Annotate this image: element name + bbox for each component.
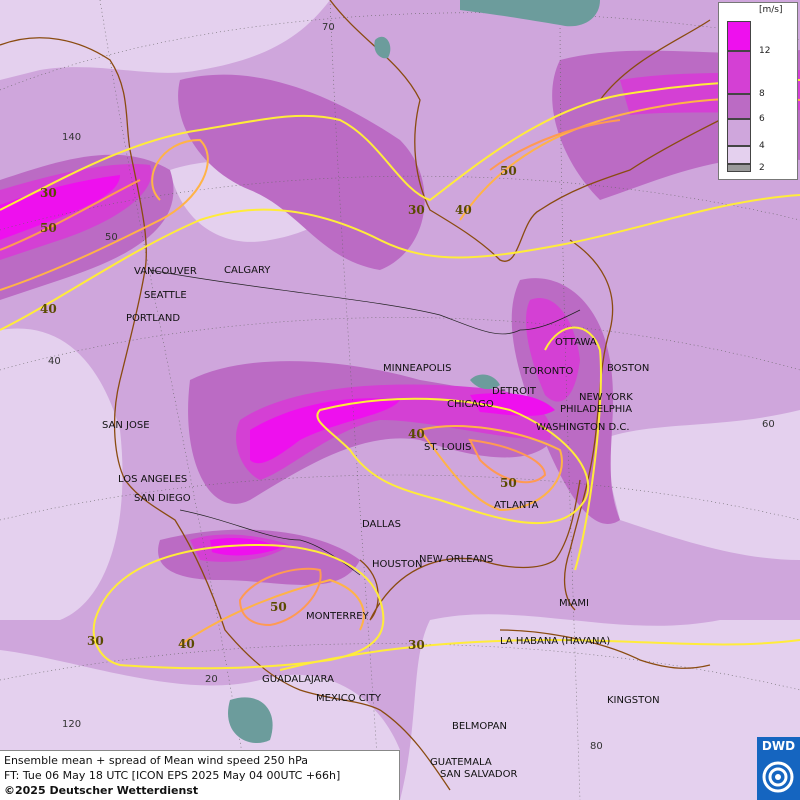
legend-unit: [m/s] (759, 5, 783, 15)
spread-area-max (250, 398, 400, 464)
legend-swatch (727, 21, 751, 51)
isotach-label: 30 (408, 638, 425, 652)
city-label: SAN DIEGO (134, 493, 191, 504)
city-label: PORTLAND (126, 313, 180, 324)
city-label: MIAMI (559, 598, 589, 609)
city-label: NEW ORLEANS (419, 554, 493, 565)
spread-area-low (600, 410, 800, 560)
spread-area-high (525, 298, 580, 402)
isotach-label: 40 (455, 203, 472, 217)
legend-tick: 2 (759, 163, 765, 173)
graticule-label: 60 (762, 419, 775, 430)
isotach-label: 40 (178, 637, 195, 651)
isotach-label: 30 (40, 186, 57, 200)
city-label: KINGSTON (607, 695, 660, 706)
city-label: MONTERREY (306, 611, 370, 622)
coastlines (0, 0, 721, 791)
city-label: MINNEAPOLIS (383, 363, 451, 374)
caption-forecast-time: FT: Tue 06 May 18 UTC [ICON EPS 2025 May… (4, 769, 341, 782)
city-label: LA HABANA (HAVANA) (500, 636, 610, 647)
city-label: DALLAS (362, 519, 401, 530)
city-label: SAN SALVADOR (440, 769, 517, 780)
city-label: TORONTO (522, 366, 573, 377)
city-label: PHILADELPHIA (560, 404, 632, 415)
color-legend: [m/s] 12 8 6 4 2 (718, 2, 798, 180)
dwd-logo: DWD (757, 737, 800, 800)
swirl-icon (762, 761, 794, 793)
isotach-label: 40 (408, 427, 425, 441)
caption-copyright: ©2025 Deutscher Wetterdienst (4, 784, 199, 797)
city-label: CHICAGO (447, 399, 494, 410)
spread-area-low (0, 0, 330, 80)
map-caption: Ensemble mean + spread of Mean wind spee… (0, 750, 400, 800)
graticule-label: 120 (62, 719, 81, 730)
legend-swatch (727, 51, 751, 94)
spread-area-max (0, 175, 120, 240)
city-label: SEATTLE (144, 290, 187, 301)
legend-swatch (727, 94, 751, 119)
isotach-label: 40 (40, 302, 57, 316)
graticule-label: 140 (62, 132, 81, 143)
city-label: ST. LOUIS (424, 442, 471, 453)
city-label: GUADALAJARA (262, 674, 334, 685)
city-label: HOUSTON (372, 559, 423, 570)
spread-area-low (0, 650, 400, 750)
city-label: DETROIT (492, 386, 537, 397)
city-label: BELMOPAN (452, 721, 507, 732)
isotach-labels: 30 50 40 30 40 50 40 50 50 30 40 30 (40, 164, 517, 652)
city-label: SAN JOSE (102, 420, 150, 431)
isotach-label: 50 (40, 221, 57, 235)
isotachs (0, 79, 800, 671)
city-labels: VANCOUVER CALGARY SEATTLE PORTLAND MINNE… (102, 265, 660, 780)
city-label: CALGARY (224, 265, 271, 276)
isotach-label: 30 (408, 203, 425, 217)
graticule-label: 70 (322, 22, 335, 33)
lakes (228, 0, 600, 744)
legend-tick: 8 (759, 89, 765, 99)
isotach-label: 50 (500, 164, 517, 178)
isotach-label: 50 (270, 600, 287, 614)
city-label: GUATEMALA (430, 757, 492, 768)
legend-tick: 4 (759, 141, 765, 151)
legend-swatch (727, 119, 751, 146)
caption-title: Ensemble mean + spread of Mean wind spee… (4, 754, 308, 767)
graticule-label: 50 (105, 232, 118, 243)
city-label: MEXICO CITY (316, 693, 382, 704)
isotach-label: 50 (500, 476, 517, 490)
legend-swatch (727, 146, 751, 164)
spread-area-max (470, 393, 555, 416)
graticule-labels: 70 140 50 40 60 20 120 80 (48, 22, 775, 752)
graticule-label: 20 (205, 674, 218, 685)
spread-area-max (210, 537, 280, 556)
dwd-logo-text: DWD (761, 739, 796, 753)
city-label: BOSTON (607, 363, 649, 374)
legend-tick: 12 (759, 46, 771, 56)
graticule-label: 80 (590, 741, 603, 752)
city-label: VANCOUVER (134, 266, 197, 277)
graticule-label: 40 (48, 356, 61, 367)
legend-tick: 6 (759, 114, 765, 124)
spread-area-low (0, 328, 123, 620)
spread-area-low (400, 614, 800, 800)
city-label: LOS ANGELES (118, 474, 187, 485)
city-label: OTTAWA (555, 337, 597, 348)
isotach-label: 30 (87, 634, 104, 648)
legend-swatch (727, 164, 751, 172)
city-label: NEW YORK (579, 392, 633, 403)
city-label: WASHINGTON D.C. (536, 422, 630, 433)
city-label: ATLANTA (494, 500, 539, 511)
